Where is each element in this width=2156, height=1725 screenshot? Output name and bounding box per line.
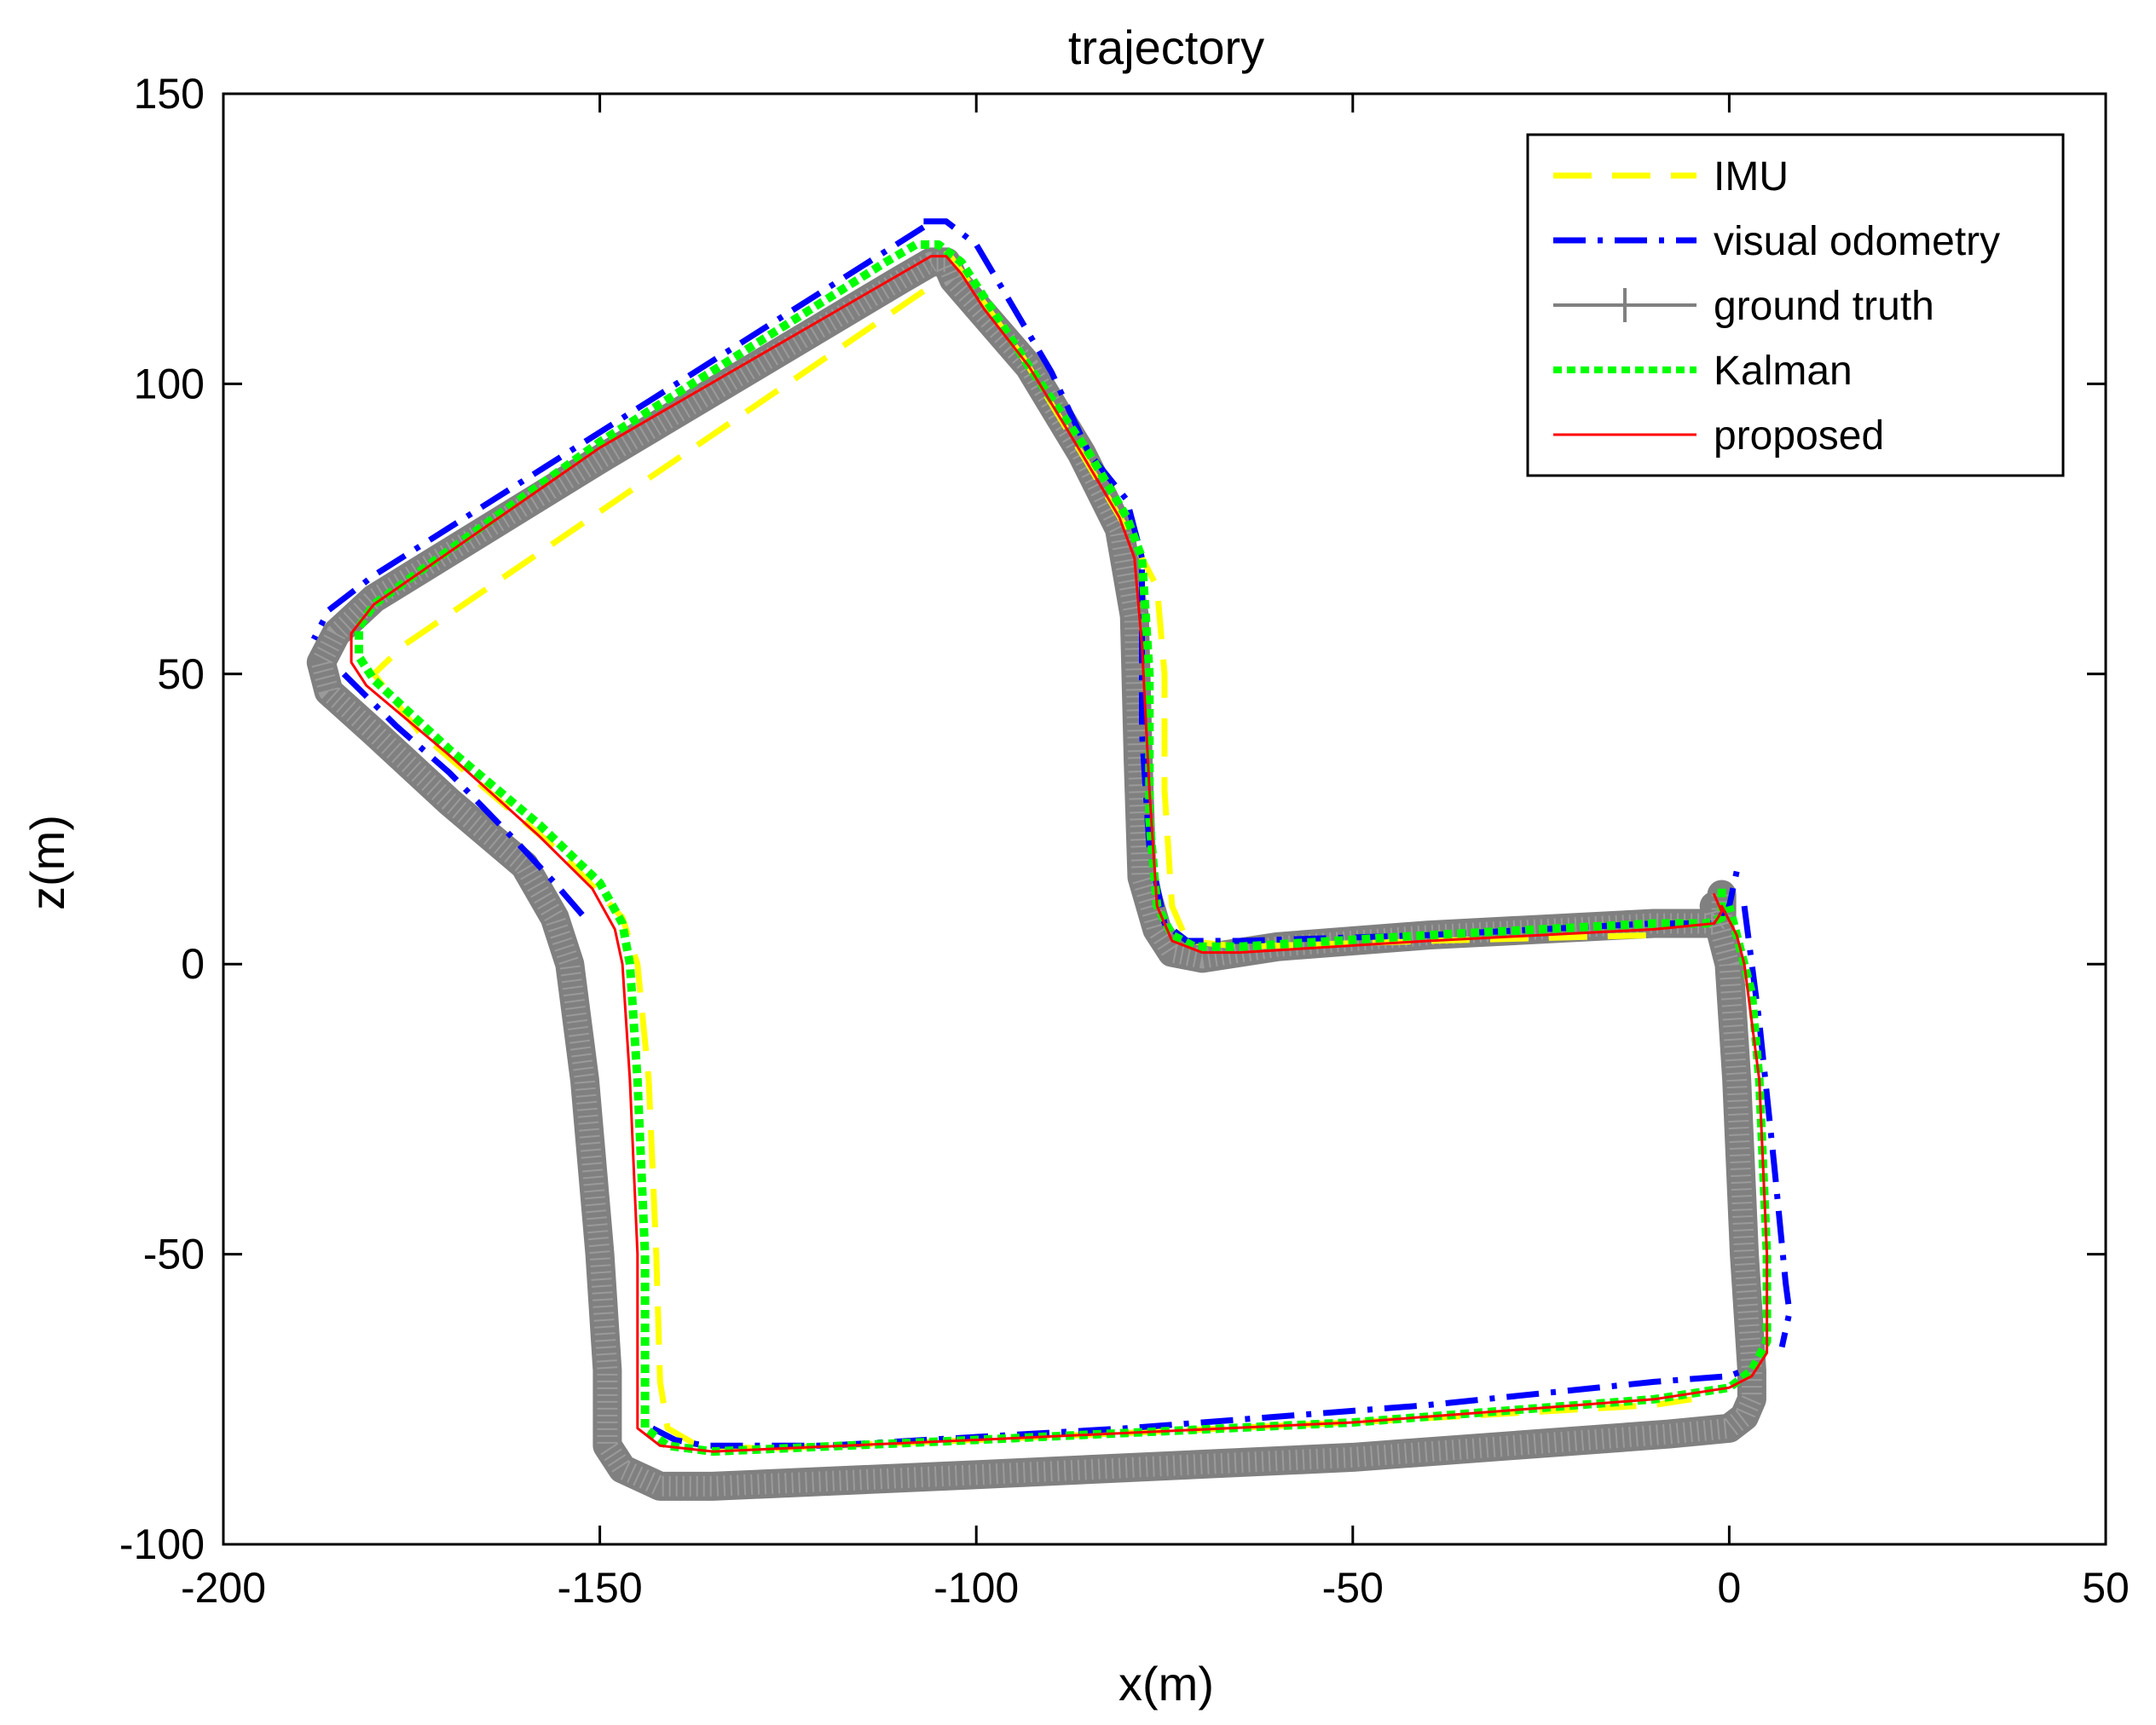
series-line-visual-odometry-5 <box>1741 905 1793 1348</box>
legend-label: IMU <box>1714 154 1789 199</box>
chart-title: trajectory <box>1068 20 1264 74</box>
y-tick-label: -100 <box>119 1520 205 1568</box>
series-line-visual-odometry-4 <box>341 672 587 920</box>
y-tick-label: -50 <box>143 1231 205 1278</box>
y-axis-label: z(m) <box>20 815 74 910</box>
series-line-visual-odometry-3 <box>310 224 926 641</box>
x-tick-label: 0 <box>1717 1564 1741 1612</box>
y-tick-label: 50 <box>157 650 205 698</box>
legend-label: ground truth <box>1714 284 1934 329</box>
legend-label: visual odometry <box>1714 219 2000 264</box>
x-tick-label: 50 <box>2082 1564 2130 1612</box>
y-tick-label: 150 <box>134 70 205 118</box>
series-line-proposed-9 <box>350 255 1769 1453</box>
legend-label: proposed <box>1714 413 1884 459</box>
legend: IMU visual odometry ground truth Kalman prop… <box>1526 133 2065 477</box>
plot-area <box>306 218 1793 1501</box>
series-markers-ground-truth <box>310 251 1762 1497</box>
x-tick-label: -50 <box>1322 1564 1384 1612</box>
x-tick-label: -150 <box>558 1564 643 1612</box>
axes-box <box>222 92 2107 1546</box>
series-line-visual-odometry-6 <box>650 1367 1746 1449</box>
y-tick-label: 0 <box>181 940 205 988</box>
y-tick-label: 100 <box>134 360 205 407</box>
x-tick-label: -100 <box>933 1564 1019 1612</box>
x-tick-label: -200 <box>181 1564 266 1612</box>
x-axis-label: x(m) <box>1118 1657 1214 1711</box>
axes: -200 -150 -100 -50 0 50 -100 -50 0 50 100 150 <box>119 70 2130 1612</box>
legend-label: Kalman <box>1714 349 1853 394</box>
